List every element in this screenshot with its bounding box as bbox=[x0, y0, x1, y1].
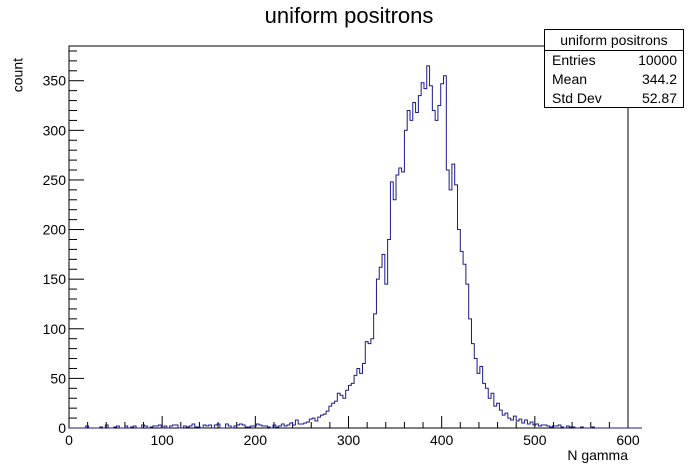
x-tick-label: 400 bbox=[430, 432, 454, 448]
stats-stddev-label: Std Dev bbox=[552, 90, 602, 106]
y-tick-label: 200 bbox=[43, 222, 67, 238]
x-tick-label: 200 bbox=[244, 432, 268, 448]
x-tick-label: 600 bbox=[616, 432, 640, 448]
stats-stddev-value: 52.87 bbox=[641, 90, 677, 106]
y-tick-label: 300 bbox=[43, 122, 67, 138]
y-axis-title: count bbox=[9, 58, 25, 92]
x-tick-label: 100 bbox=[150, 432, 174, 448]
stats-row-entries: Entries 10000 bbox=[545, 51, 683, 70]
stats-mean-label: Mean bbox=[552, 71, 588, 87]
histogram-series-line bbox=[69, 65, 642, 429]
stats-entries-label: Entries bbox=[552, 52, 596, 68]
stats-box: uniform positrons Entries 10000 Mean 344… bbox=[544, 29, 684, 108]
stats-row-stddev: Std Dev 52.87 bbox=[545, 89, 683, 108]
y-tick-label: 350 bbox=[43, 73, 67, 89]
stats-entries-value: 10000 bbox=[638, 52, 677, 68]
y-tick-label: 100 bbox=[43, 321, 67, 337]
axis-tick-labels: 0 100 200 300 400 500 600 0 50 100 150 200 250 300 350 bbox=[43, 73, 640, 448]
stats-row-mean: Mean 344.2 bbox=[545, 70, 683, 89]
y-tick-label: 0 bbox=[58, 420, 66, 436]
x-tick-label: 300 bbox=[337, 432, 361, 448]
y-tick-label: 250 bbox=[43, 172, 67, 188]
stats-box-title: uniform positrons bbox=[545, 30, 683, 51]
chart-title: uniform positrons bbox=[265, 3, 434, 28]
stats-mean-value: 344.2 bbox=[641, 71, 677, 87]
x-tick-label: 0 bbox=[65, 432, 73, 448]
x-tick-label: 500 bbox=[523, 432, 547, 448]
y-tick-label: 150 bbox=[43, 271, 67, 287]
y-tick-label: 50 bbox=[50, 370, 66, 386]
x-axis-title: N gamma bbox=[567, 447, 628, 463]
